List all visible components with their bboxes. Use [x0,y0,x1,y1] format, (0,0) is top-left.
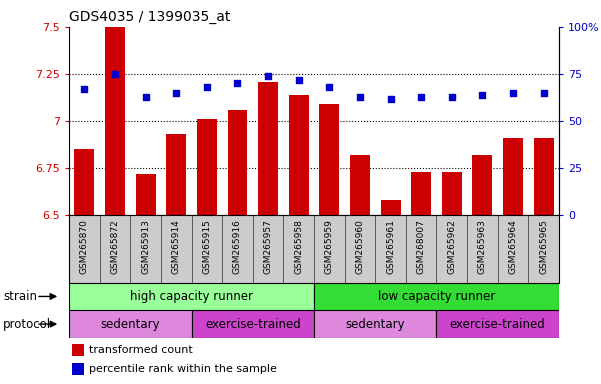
Point [110,71,120,77]
Point [539,90,549,96]
Bar [503,138,523,215]
Point [79,86,89,92]
Point [325,84,334,90]
Point [508,90,518,96]
Text: GSM265964: GSM265964 [508,219,517,273]
Text: exercise-trained: exercise-trained [450,318,546,331]
FancyBboxPatch shape [314,310,436,338]
FancyBboxPatch shape [69,310,192,338]
Bar [442,172,462,215]
Text: GSM265870: GSM265870 [80,219,89,274]
Text: GSM265915: GSM265915 [203,219,212,274]
Text: exercise-trained: exercise-trained [205,318,300,331]
Text: low capacity runner: low capacity runner [378,290,495,303]
Point [355,94,365,100]
Text: strain: strain [3,290,37,303]
Point [263,73,273,79]
Bar [534,138,554,215]
Text: GSM265961: GSM265961 [386,219,395,274]
Bar [380,200,400,215]
Text: sedentary: sedentary [346,318,405,331]
Bar [105,27,125,215]
FancyBboxPatch shape [69,283,314,310]
Bar [350,155,370,215]
Point [386,96,395,102]
Bar [72,363,84,375]
Bar [136,174,156,215]
Point [202,84,212,90]
Bar [72,344,84,356]
Point [294,76,304,83]
Point [447,94,457,100]
Text: GSM265960: GSM265960 [355,219,364,274]
Text: GSM265914: GSM265914 [172,219,181,273]
Point [171,90,181,96]
Bar [166,134,186,215]
Text: protocol: protocol [3,318,51,331]
Text: GSM265916: GSM265916 [233,219,242,274]
Bar [228,110,248,215]
Text: high capacity runner: high capacity runner [130,290,253,303]
Text: GDS4035 / 1399035_at: GDS4035 / 1399035_at [69,10,231,25]
Text: GSM265872: GSM265872 [111,219,120,273]
Text: GSM265963: GSM265963 [478,219,487,274]
Text: GSM265965: GSM265965 [539,219,548,274]
Text: GSM268007: GSM268007 [416,219,426,274]
Point [478,92,487,98]
Bar [197,119,217,215]
Text: GSM265913: GSM265913 [141,219,150,274]
Text: GSM265959: GSM265959 [325,219,334,274]
Text: GSM265957: GSM265957 [264,219,273,274]
Text: GSM265962: GSM265962 [447,219,456,273]
Point [141,94,150,100]
Text: percentile rank within the sample: percentile rank within the sample [89,364,276,374]
Point [416,94,426,100]
FancyBboxPatch shape [192,310,314,338]
Bar [258,81,278,215]
Bar [75,149,94,215]
Text: transformed count: transformed count [89,345,192,355]
FancyBboxPatch shape [436,310,559,338]
Bar [411,172,431,215]
FancyBboxPatch shape [314,283,559,310]
Bar [472,155,492,215]
Text: sedentary: sedentary [100,318,160,331]
Bar [319,104,340,215]
Point [233,80,242,86]
Bar [288,95,309,215]
Text: GSM265958: GSM265958 [294,219,304,274]
